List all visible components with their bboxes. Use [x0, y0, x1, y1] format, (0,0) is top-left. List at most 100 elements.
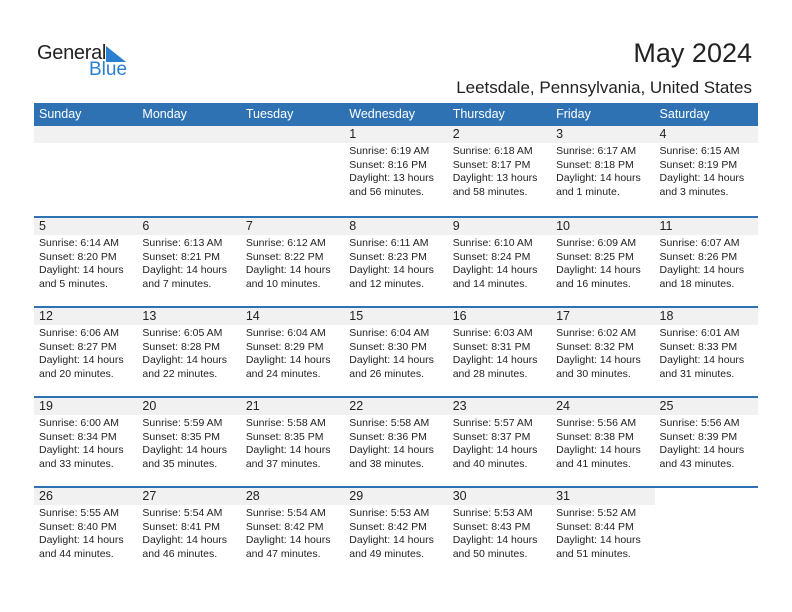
date-band: 7 [240, 218, 345, 235]
date-band: 4 [654, 126, 758, 143]
daylight-text: and 58 minutes. [452, 185, 528, 198]
day-number: 9 [452, 219, 460, 233]
sunrise-text: Sunrise: 5:54 AM [142, 507, 223, 519]
day-cell: 14 Sunrise: 6:04 AM Sunset: 8:29 PM Dayligh… [240, 308, 345, 396]
day-info: Sunrise: 6:04 AM Sunset: 8:29 PM Daylight:… [241, 327, 344, 381]
day-info: Sunrise: 6:03 AM Sunset: 8:31 PM Daylight:… [448, 327, 551, 381]
day-number: 7 [245, 219, 253, 233]
day-cell: 30 Sunrise: 5:53 AM Sunset: 8:43 PM Dayligh… [447, 488, 552, 576]
sunrise-text: Sunrise: 6:13 AM [142, 237, 223, 249]
date-band: 18 [654, 308, 758, 325]
daylight-text: and 7 minutes. [142, 277, 212, 290]
sunrise-text: Sunrise: 6:09 AM [556, 237, 637, 249]
daylight-text: and 12 minutes. [349, 277, 424, 290]
day-number: 17 [556, 309, 571, 323]
day-cell: 9 Sunrise: 6:10 AM Sunset: 8:24 PM Daylight… [447, 218, 552, 306]
daylight-text: and 50 minutes. [452, 547, 528, 560]
daylight-text: Daylight: 14 hours [245, 354, 331, 366]
daylight-text: Daylight: 14 hours [39, 444, 124, 456]
daylight-text: Daylight: 14 hours [349, 264, 434, 276]
day-number: 31 [556, 489, 571, 503]
daylight-text: and 30 minutes. [556, 367, 631, 380]
daylight-text: Daylight: 14 hours [245, 534, 331, 546]
daylight-text: and 5 minutes. [39, 277, 108, 290]
day-cell: 4 Sunrise: 6:15 AM Sunset: 8:19 PM Daylight… [654, 126, 758, 216]
date-band [240, 126, 345, 143]
daylight-text: and 3 minutes. [659, 185, 729, 198]
daylight-text: Daylight: 14 hours [659, 264, 745, 276]
day-cell: 17 Sunrise: 6:02 AM Sunset: 8:32 PM Dayligh… [551, 308, 655, 396]
day-number: 15 [349, 309, 364, 323]
date-band: 26 [34, 488, 138, 505]
daylight-text: Daylight: 14 hours [556, 264, 641, 276]
daylight-text: Daylight: 13 hours [452, 172, 538, 184]
day-number: 3 [556, 127, 564, 141]
sunrise-text: Sunrise: 6:12 AM [245, 237, 326, 249]
day-info: Sunrise: 6:12 AM Sunset: 8:22 PM Daylight:… [241, 237, 344, 291]
date-band [137, 126, 241, 143]
daylight-text: Daylight: 14 hours [452, 534, 538, 546]
weekday-tuesday: Tuesday [245, 107, 294, 121]
week-row: 1 Sunrise: 6:19 AM Sunset: 8:16 PM Daylight… [34, 126, 758, 216]
day-info: Sunrise: 6:17 AM Sunset: 8:18 PM Daylight:… [551, 145, 654, 199]
daylight-text: Daylight: 14 hours [556, 172, 641, 184]
day-info: Sunrise: 6:04 AM Sunset: 8:30 PM Daylight:… [344, 327, 447, 381]
day-cell: 3 Sunrise: 6:17 AM Sunset: 8:18 PM Daylight… [551, 126, 655, 216]
weekday-monday: Monday [142, 107, 187, 121]
date-band: 10 [551, 218, 655, 235]
sunset-text: Sunset: 8:17 PM [452, 158, 531, 171]
day-info: Sunrise: 6:11 AM Sunset: 8:23 PM Daylight:… [344, 237, 447, 291]
sunrise-text: Sunrise: 5:56 AM [556, 417, 637, 429]
sunset-text: Sunset: 8:35 PM [142, 430, 221, 443]
daylight-text: Daylight: 14 hours [349, 444, 434, 456]
day-info: Sunrise: 5:54 AM Sunset: 8:41 PM Daylight:… [137, 507, 240, 561]
date-band: 6 [137, 218, 241, 235]
sunset-text: Sunset: 8:20 PM [39, 250, 117, 263]
daylight-text: Daylight: 14 hours [452, 264, 538, 276]
date-band: 11 [654, 218, 758, 235]
weekday-saturday: Saturday [659, 107, 710, 121]
date-band: 16 [447, 308, 552, 325]
date-band: 31 [551, 488, 655, 505]
date-band: 9 [447, 218, 552, 235]
day-info: Sunrise: 6:10 AM Sunset: 8:24 PM Daylight:… [448, 237, 551, 291]
daylight-text: and 49 minutes. [349, 547, 424, 560]
sunset-text: Sunset: 8:30 PM [349, 340, 427, 353]
daylight-text: and 46 minutes. [142, 547, 218, 560]
day-cell: 31 Sunrise: 5:52 AM Sunset: 8:44 PM Dayligh… [551, 488, 655, 576]
daylight-text: Daylight: 14 hours [556, 534, 641, 546]
sunrise-text: Sunrise: 6:00 AM [39, 417, 119, 429]
day-number: 12 [39, 309, 53, 323]
sunrise-text: Sunrise: 6:17 AM [556, 145, 637, 157]
day-info: Sunrise: 6:19 AM Sunset: 8:16 PM Daylight:… [344, 145, 447, 199]
sunrise-text: Sunrise: 6:19 AM [349, 145, 430, 157]
empty-cell [34, 126, 138, 216]
date-band: 13 [137, 308, 241, 325]
day-info: Sunrise: 6:02 AM Sunset: 8:32 PM Daylight:… [551, 327, 654, 381]
date-band: 27 [137, 488, 241, 505]
weekday-sunday: Sunday [39, 107, 82, 121]
sunrise-text: Sunrise: 5:58 AM [349, 417, 430, 429]
day-info: Sunrise: 5:58 AM Sunset: 8:35 PM Daylight:… [241, 417, 344, 471]
empty-cell [137, 126, 241, 216]
sunset-text: Sunset: 8:24 PM [452, 250, 531, 263]
day-cell: 21 Sunrise: 5:58 AM Sunset: 8:35 PM Dayligh… [240, 398, 345, 486]
date-band: 28 [240, 488, 345, 505]
day-number: 14 [245, 309, 260, 323]
daylight-text: and 44 minutes. [39, 547, 114, 560]
day-cell: 1 Sunrise: 6:19 AM Sunset: 8:16 PM Daylight… [344, 126, 448, 216]
daylight-text: and 22 minutes. [142, 367, 218, 380]
day-cell: 18 Sunrise: 6:01 AM Sunset: 8:33 PM Dayligh… [654, 308, 758, 396]
day-cell: 24 Sunrise: 5:56 AM Sunset: 8:38 PM Dayligh… [551, 398, 655, 486]
day-number: 8 [349, 219, 357, 233]
day-number: 28 [245, 489, 260, 503]
daylight-text: and 38 minutes. [349, 457, 424, 470]
day-cell: 15 Sunrise: 6:04 AM Sunset: 8:30 PM Dayligh… [344, 308, 448, 396]
day-info: Sunrise: 6:14 AM Sunset: 8:20 PM Daylight:… [34, 237, 137, 291]
date-band: 25 [654, 398, 758, 415]
daylight-text: and 1 minute. [556, 185, 620, 198]
daylight-text: and 14 minutes. [452, 277, 528, 290]
day-cell: 26 Sunrise: 5:55 AM Sunset: 8:40 PM Dayligh… [34, 488, 138, 576]
week-row: 19 Sunrise: 6:00 AM Sunset: 8:34 PM Dayligh… [34, 396, 758, 486]
daylight-text: Daylight: 14 hours [245, 444, 331, 456]
